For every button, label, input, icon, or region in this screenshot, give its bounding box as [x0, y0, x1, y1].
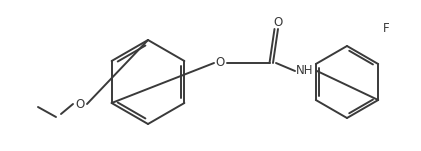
- Text: O: O: [75, 98, 85, 111]
- Text: O: O: [273, 16, 282, 29]
- Text: NH: NH: [296, 64, 314, 77]
- Text: F: F: [383, 21, 389, 34]
- Text: O: O: [216, 56, 225, 69]
